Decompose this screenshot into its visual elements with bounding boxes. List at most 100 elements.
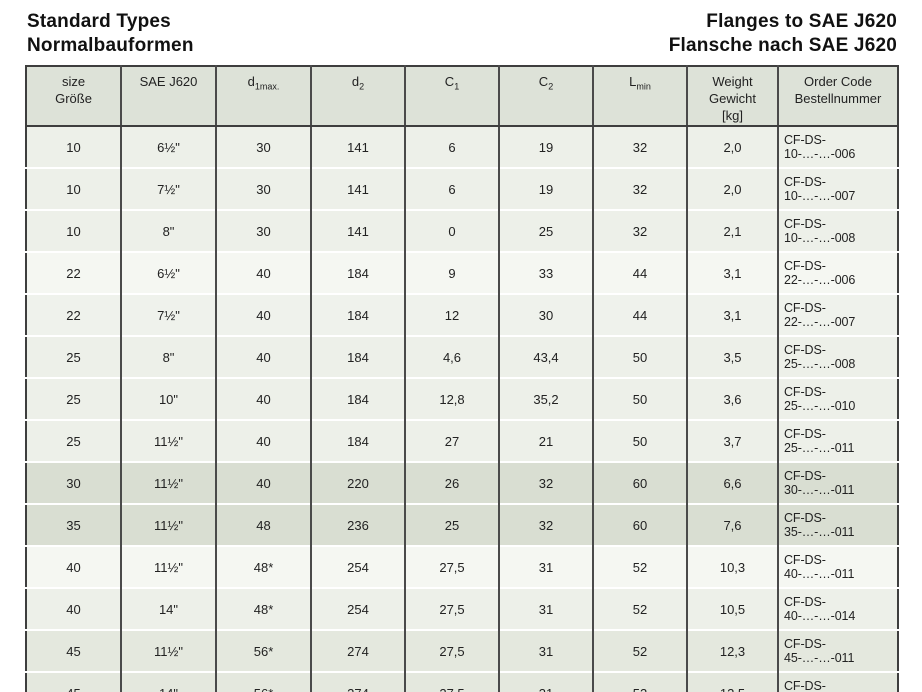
cell-lmin: 60 xyxy=(592,503,687,546)
cell-c1: 6 xyxy=(404,167,499,210)
cell-weight: 3,6 xyxy=(686,377,778,420)
cell-d2: 254 xyxy=(310,587,405,630)
cell-order: CF-DS-10-…-…-006 xyxy=(777,126,898,168)
cell-d2: 220 xyxy=(310,461,405,504)
column-header-lmin: Lmin xyxy=(592,66,687,127)
cell-d1max: 40 xyxy=(215,461,311,504)
cell-d1max: 48 xyxy=(215,503,311,546)
cell-size: 25 xyxy=(26,335,121,378)
cell-weight: 2,1 xyxy=(686,209,778,252)
cell-d2: 184 xyxy=(310,419,405,462)
cell-d1max: 30 xyxy=(215,126,311,168)
cell-lmin: 32 xyxy=(592,209,687,252)
cell-lmin: 52 xyxy=(592,671,687,692)
cell-weight: 2,0 xyxy=(686,126,778,168)
cell-sae: 11½" xyxy=(120,545,216,588)
title-english: Standard Types xyxy=(27,11,171,32)
cell-lmin: 44 xyxy=(592,251,687,294)
cell-weight: 12,5 xyxy=(686,671,778,692)
cell-sae: 8" xyxy=(120,209,216,252)
cell-size: 35 xyxy=(26,503,121,546)
table-row: 45 11½" 56* 274 27,5 31 52 12,3 CF-DS-45-…-…-011 xyxy=(26,629,898,672)
cell-size: 30 xyxy=(26,461,121,504)
cell-d1max: 40 xyxy=(215,335,311,378)
cell-d1max: 30 xyxy=(215,209,311,252)
cell-sae: 11½" xyxy=(120,461,216,504)
cell-d1max: 48* xyxy=(215,587,311,630)
cell-lmin: 52 xyxy=(592,545,687,588)
cell-lmin: 52 xyxy=(592,587,687,630)
cell-c2: 43,4 xyxy=(498,335,593,378)
cell-c1: 27,5 xyxy=(404,587,499,630)
cell-d2: 184 xyxy=(310,377,405,420)
cell-weight: 10,5 xyxy=(686,587,778,630)
cell-c2: 19 xyxy=(498,126,593,168)
page-title-left: Standard Types Normalbauformen xyxy=(27,10,194,58)
page-title-right: Flanges to SAE J620 Flansche nach SAE J6… xyxy=(669,10,897,58)
column-header-c2: C2 xyxy=(498,66,593,127)
cell-weight: 7,6 xyxy=(686,503,778,546)
cell-d1max: 40 xyxy=(215,419,311,462)
table-row: 40 11½" 48* 254 27,5 31 52 10,3 CF-DS-40-…-…-011 xyxy=(26,545,898,588)
cell-d2: 141 xyxy=(310,167,405,210)
cell-d2: 184 xyxy=(310,293,405,336)
right-title-english: Flanges to SAE J620 xyxy=(706,11,897,32)
cell-weight: 3,5 xyxy=(686,335,778,378)
cell-order: CF-DS-25-…-…-011 xyxy=(777,419,898,462)
cell-d1max: 30 xyxy=(215,167,311,210)
cell-c1: 27,5 xyxy=(404,545,499,588)
cell-order: CF-DS-45-…-…-011 xyxy=(777,629,898,672)
title-german: Normalbauformen xyxy=(27,35,194,56)
cell-c2: 31 xyxy=(498,545,593,588)
cell-weight: 10,3 xyxy=(686,545,778,588)
cell-d1max: 56* xyxy=(215,671,311,692)
table-row: 25 10" 40 184 12,8 35,2 50 3,6 CF-DS-25-…-…-010 xyxy=(26,377,898,420)
table-row: 22 7½" 40 184 12 30 44 3,1 CF-DS-22-…-…-007 xyxy=(26,293,898,336)
cell-lmin: 32 xyxy=(592,167,687,210)
column-header-d2: d2 xyxy=(310,66,405,127)
cell-c2: 31 xyxy=(498,587,593,630)
column-header-size: size Größe xyxy=(26,66,121,127)
cell-sae: 14" xyxy=(120,671,216,692)
cell-d2: 274 xyxy=(310,629,405,672)
cell-order: CF-DS-25-…-…-008 xyxy=(777,335,898,378)
cell-lmin: 32 xyxy=(592,126,687,168)
cell-d1max: 56* xyxy=(215,629,311,672)
cell-c2: 31 xyxy=(498,671,593,692)
cell-order: CF-DS-40-…-…-011 xyxy=(777,545,898,588)
cell-size: 45 xyxy=(26,629,121,672)
cell-size: 40 xyxy=(26,587,121,630)
cell-c1: 9 xyxy=(404,251,499,294)
cell-lmin: 52 xyxy=(592,629,687,672)
cell-order: CF-DS-10-…-…-008 xyxy=(777,209,898,252)
cell-d1max: 48* xyxy=(215,545,311,588)
cell-c1: 12 xyxy=(404,293,499,336)
cell-sae: 7½" xyxy=(120,293,216,336)
table-row: 30 11½" 40 220 26 32 60 6,6 CF-DS-30-…-…-011 xyxy=(26,461,898,504)
table-row: 25 8" 40 184 4,6 43,4 50 3,5 CF-DS-25-…-…-008 xyxy=(26,335,898,378)
cell-weight: 2,0 xyxy=(686,167,778,210)
table-row: 10 7½" 30 141 6 19 32 2,0 CF-DS-10-…-…-007 xyxy=(26,167,898,210)
cell-lmin: 44 xyxy=(592,293,687,336)
cell-order: CF-DS-25-…-…-010 xyxy=(777,377,898,420)
cell-c2: 33 xyxy=(498,251,593,294)
cell-sae: 11½" xyxy=(120,629,216,672)
cell-lmin: 60 xyxy=(592,461,687,504)
cell-c2: 31 xyxy=(498,629,593,672)
cell-d2: 184 xyxy=(310,335,405,378)
column-header-c1: C1 xyxy=(404,66,499,127)
cell-sae: 6½" xyxy=(120,126,216,168)
cell-c1: 27 xyxy=(404,419,499,462)
cell-size: 25 xyxy=(26,419,121,462)
cell-weight: 3,1 xyxy=(686,293,778,336)
cell-weight: 6,6 xyxy=(686,461,778,504)
table-row: 10 8" 30 141 0 25 32 2,1 CF-DS-10-…-…-008 xyxy=(26,209,898,252)
cell-size: 45 xyxy=(26,671,121,692)
cell-order: CF-DS-22-…-…-006 xyxy=(777,251,898,294)
column-header-d1max: d1max. xyxy=(215,66,311,127)
cell-weight: 3,7 xyxy=(686,419,778,462)
cell-d1max: 40 xyxy=(215,377,311,420)
cell-c1: 26 xyxy=(404,461,499,504)
cell-size: 10 xyxy=(26,126,121,168)
